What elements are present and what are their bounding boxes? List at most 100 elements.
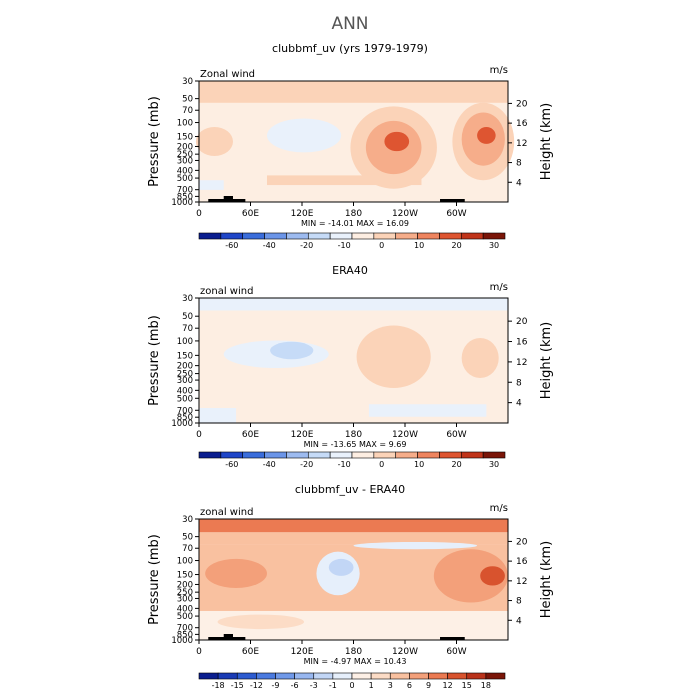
colorbar-label: -60	[225, 241, 238, 250]
pressure-tick-label: 70	[182, 106, 193, 116]
colorbar-label: -40	[263, 460, 276, 469]
colorbar-swatch	[409, 672, 429, 680]
pressure-tick-label: 700	[177, 624, 193, 634]
pressure-tick-label: 150	[177, 351, 193, 361]
pressure-tick-label: 300	[177, 594, 193, 604]
longitude-tick-label: 120E	[291, 430, 314, 440]
colorbar-swatch	[373, 451, 397, 459]
longitude-tick-label: 60W	[446, 430, 466, 440]
colorbar-swatch	[264, 232, 287, 240]
panel-1: Zonal wind m/s305070100150200250300400500…	[147, 65, 554, 250]
stats-label: MIN = -14.01 MAX = 16.09	[301, 219, 409, 228]
panel-3: zonal wind m/s305070100150200250300400500…	[147, 503, 554, 690]
pressure-tick-label: 70	[182, 544, 193, 554]
colorbar-label: -18	[212, 681, 225, 690]
pressure-tick-label: 150	[177, 571, 193, 581]
longitude-tick-label: 180	[345, 209, 362, 219]
left-label: zonal wind	[200, 507, 253, 518]
colorbar-label: 20	[452, 241, 462, 250]
colorbar-label: -10	[338, 460, 351, 469]
positive-core	[205, 558, 267, 588]
height-tick-label: 12	[516, 139, 527, 149]
y-axis-title: Pressure (mb)	[147, 315, 162, 406]
colorbar-swatch	[236, 672, 257, 680]
colorbar-label: -12	[250, 681, 263, 690]
left-label: zonal wind	[200, 286, 253, 297]
pressure-tick-label: 400	[177, 166, 193, 176]
pressure-tick-label: 30	[182, 515, 193, 525]
topography	[440, 637, 465, 640]
upper-band	[199, 519, 508, 533]
colorbar-swatch	[417, 451, 440, 459]
colorbar-label: 0	[379, 241, 384, 250]
pressure-tick-label: 200	[177, 362, 193, 372]
jet-region	[356, 325, 431, 388]
colorbar-label: 6	[407, 681, 412, 690]
jet-region	[195, 126, 233, 157]
surface-easterly	[368, 404, 487, 417]
height-tick-label: 8	[516, 159, 522, 169]
figure-title: ANN	[331, 14, 369, 34]
colorbar-swatch	[485, 672, 506, 680]
longitude-tick-label: 120W	[392, 209, 418, 219]
pressure-tick-label: 700	[177, 186, 193, 196]
pressure-tick-label: 30	[182, 294, 193, 304]
pressure-tick-label: 100	[177, 337, 193, 347]
height-tick-label: 12	[516, 577, 527, 587]
colorbar-swatch	[395, 232, 418, 240]
colorbar-label: 30	[489, 241, 499, 250]
colorbar-swatch	[242, 232, 265, 240]
upper-band	[199, 298, 508, 311]
colorbar-swatch	[242, 451, 265, 459]
colorbar-swatch	[439, 451, 462, 459]
height-tick-label: 4	[516, 399, 522, 409]
surface-easterly	[199, 408, 237, 423]
pressure-tick-label: 30	[182, 77, 193, 87]
negative-core	[328, 558, 354, 576]
units-label: m/s	[490, 503, 508, 514]
colorbar-label: -40	[263, 241, 276, 250]
colorbar-label: 15	[462, 681, 472, 690]
colorbar-swatch	[198, 672, 219, 680]
pressure-tick-label: 200	[177, 142, 193, 152]
panel1-title: clubbmf_uv (yrs 1979-1979)	[272, 42, 428, 55]
colorbar-swatch	[417, 232, 440, 240]
colorbar-swatch	[220, 451, 244, 459]
pressure-tick-label: 1000	[171, 419, 193, 429]
colorbar-label: 1	[369, 681, 374, 690]
colorbar-swatch	[256, 672, 276, 680]
colorbar-label: 9	[426, 681, 431, 690]
colorbar-label: 0	[349, 681, 354, 690]
colorbar-label: -6	[291, 681, 299, 690]
colorbar-swatch	[294, 672, 315, 680]
colorbar-swatch	[351, 672, 372, 680]
colorbar-swatch	[220, 232, 244, 240]
colorbar-swatch	[307, 451, 331, 459]
colorbar-swatch	[428, 672, 448, 680]
pressure-tick-label: 70	[182, 324, 193, 334]
negative-band	[353, 541, 478, 550]
colorbar-swatch	[264, 451, 287, 459]
colorbar-label: 10	[414, 460, 424, 469]
pressure-tick-label: 500	[177, 174, 193, 184]
colorbar-swatch	[351, 451, 375, 459]
y-axis-title: Pressure (mb)	[147, 534, 162, 625]
longitude-tick-label: 0	[196, 430, 202, 440]
height-tick-label: 12	[516, 358, 527, 368]
y-axis-right-title: Height (km)	[539, 103, 554, 180]
colorbar-label: 10	[414, 241, 424, 250]
height-tick-label: 16	[516, 338, 528, 348]
colorbar-label: 30	[489, 460, 499, 469]
colorbar-label: 20	[452, 460, 462, 469]
surface-westerly	[266, 175, 422, 186]
colorbar-swatch	[460, 232, 484, 240]
pressure-tick-label: 50	[182, 312, 193, 322]
height-tick-label: 16	[516, 119, 528, 129]
longitude-tick-label: 60W	[446, 209, 466, 219]
colorbar-swatch	[329, 451, 353, 459]
pressure-tick-label: 500	[177, 612, 193, 622]
colorbar-swatch	[439, 232, 462, 240]
units-label: m/s	[490, 282, 508, 293]
colorbar-label: -9	[272, 681, 280, 690]
pressure-tick-label: 200	[177, 580, 193, 590]
